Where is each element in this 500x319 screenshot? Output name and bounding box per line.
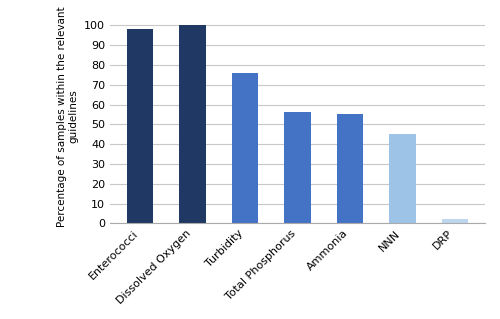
Bar	[442, 219, 468, 223]
Bar	[127, 29, 154, 223]
Bar	[180, 26, 206, 223]
Bar	[232, 73, 258, 223]
Bar	[284, 113, 310, 223]
Bar	[337, 115, 363, 223]
Y-axis label: Percentage of samples within the relevant
guidelines: Percentage of samples within the relevan…	[57, 6, 78, 227]
Bar	[390, 134, 415, 223]
